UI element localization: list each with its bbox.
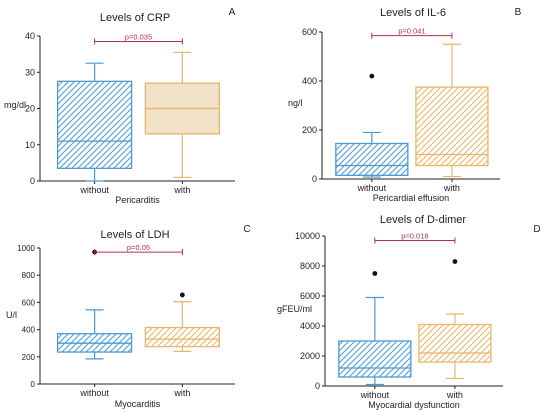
y-tick-label: 400 [302,76,317,86]
chart-panel-d: 0 2000 4000 6000 8000 10000 without with p=0.018… [277,214,541,410]
panel-letter: B [515,7,522,18]
p-value-label: p=0.035 [125,32,152,41]
p-value-label: p=0.018 [401,232,428,241]
box-with [144,51,221,178]
y-tick-label: 30 [25,67,35,77]
y-tick-label: 2000 [300,351,320,361]
box-without [335,73,409,178]
y-tick-label: 0 [30,176,35,186]
outlier-point [452,259,458,264]
x-tick-label: with [443,183,460,193]
y-tick-label: 4000 [300,321,320,331]
box-iqr [415,86,489,167]
y-tick-label: 600 [302,27,317,37]
x-tick-label: with [446,390,463,400]
y-axis-label: ng/l [288,98,303,108]
box-with [418,259,492,380]
box-iqr [144,326,221,348]
y-tick-label: 0 [312,174,317,184]
chart-panel-b: 0 200 400 600 without with p=0.041 Levels of IL… [288,7,522,203]
y-tick-label: 8000 [300,261,320,271]
y-tick-label: 1000 [17,244,35,253]
y-tick-label: 600 [22,298,36,307]
box-without [338,271,412,386]
panel-letter: A [229,7,236,18]
x-tick-label: without [79,185,109,195]
outlier-point [179,292,185,298]
chart-title: Levels of LDH [100,229,169,241]
chart-title: Levels of D-dimer [380,214,467,226]
y-axis-label: gFEU/ml [277,304,312,314]
y-tick-label: 10 [25,140,35,150]
panel-letter: D [533,224,540,235]
chart-panel-c: 0 200 400 600 800 1000 without with p=0.05 Levels… [6,224,251,409]
box-iqr [418,323,492,363]
chart-panel-a: 0 10 20 30 40 without with p=0.035 Levels of CRP… [4,7,236,205]
x-tick-label: with [173,185,190,195]
panel-letter: C [243,224,250,235]
x-tick-label: with [173,388,190,398]
outlier-point [369,73,375,79]
y-tick-label: 0 [315,381,320,391]
box-iqr [335,142,409,176]
outlier-point [372,271,378,276]
p-value-label: p=0.05 [127,243,150,252]
y-tick-label: 200 [22,353,36,362]
x-tick-label: without [357,183,387,193]
x-tick-label: without [360,390,390,400]
x-tick-label: without [79,388,109,398]
box-iqr [56,80,133,169]
chart-title: Levels of CRP [100,12,170,24]
x-axis-label: Myocarditis [115,399,161,409]
x-axis-label: Pericardial effusion [373,193,449,203]
y-tick-label: 200 [302,125,317,135]
box-without [56,62,133,182]
y-tick-label: 0 [31,380,36,389]
x-axis-label: Myocardial dysfunction [368,400,460,410]
box-with [144,292,221,352]
y-tick-label: 800 [22,271,36,280]
box-with [415,43,489,178]
y-axis-label: mg/dl [4,100,26,110]
box-iqr [338,340,412,378]
p-value-label: p=0.041 [398,27,425,36]
y-tick-label: 10000 [295,231,320,241]
chart-title: Levels of IL-6 [380,7,446,19]
y-tick-label: 40 [25,31,35,41]
y-tick-label: 20 [25,104,35,114]
x-axis-label: Pericarditis [115,195,160,205]
y-tick-label: 400 [22,326,36,335]
box-without [56,249,133,360]
y-tick-label: 6000 [300,291,320,301]
y-axis-label: U/l [6,310,17,320]
